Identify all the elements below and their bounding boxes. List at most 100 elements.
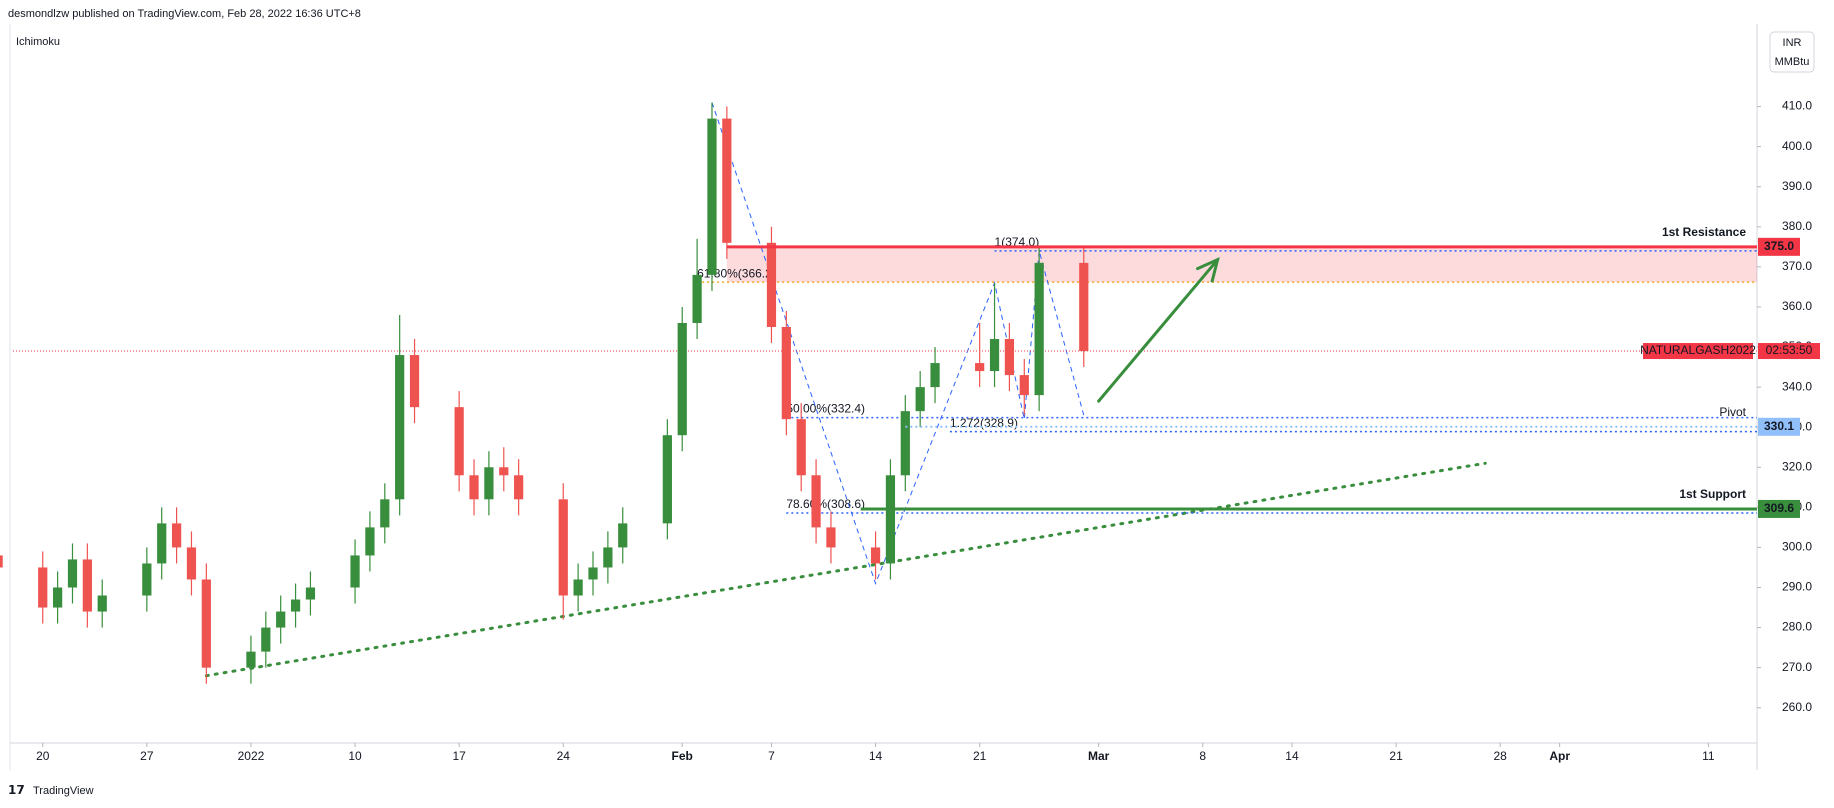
candle-body [171, 523, 182, 548]
level-name: 1st Resistance [1662, 225, 1746, 239]
candle-body [97, 595, 107, 612]
x-tick-label: 21 [1389, 749, 1403, 763]
last-price-name: NATURALGASH2022 [1640, 343, 1756, 357]
y-tick-label: 300.0 [1782, 540, 1812, 554]
candle-body [454, 407, 464, 476]
x-tick-label: 7 [768, 749, 775, 763]
byline: desmondlzw published on TradingView.com,… [8, 8, 361, 20]
candle-body [142, 563, 152, 596]
level-tag [1758, 417, 1800, 436]
x-tick-label: 8 [1199, 749, 1206, 763]
y-tick-label: 340.0 [1782, 379, 1812, 393]
arrow-head [1196, 257, 1220, 283]
candle-body [930, 363, 940, 388]
level-tag [1758, 499, 1800, 518]
y-tick-label: 370.0 [1782, 259, 1812, 273]
x-tick-label: Apr [1549, 749, 1570, 763]
x-tick-label: Mar [1088, 749, 1110, 763]
x-tick-label: 28 [1493, 749, 1507, 763]
candle-body [305, 587, 316, 600]
y-tick-label: 260.0 [1782, 700, 1812, 714]
candle-body [870, 547, 881, 564]
unit: MMBtu [1775, 56, 1810, 68]
candle-body [603, 547, 613, 568]
candle-body [1019, 375, 1029, 396]
projection-arrow [1097, 258, 1220, 403]
candle-body [261, 627, 271, 652]
trendline [204, 461, 1487, 678]
candle-body [67, 559, 78, 588]
fib-label: 61.80%(366.2) [697, 266, 776, 280]
candle-body [722, 118, 732, 243]
candle-body [1004, 339, 1015, 376]
x-tick-label: 17 [452, 749, 466, 763]
candle-body [499, 467, 509, 476]
level-value: 330.1 [1764, 419, 1794, 433]
last-price-name-tag [1643, 343, 1753, 360]
x-tick-label: 20 [36, 749, 50, 763]
y-tick-label: 390.0 [1782, 179, 1812, 193]
candle-body [276, 611, 286, 628]
resistance-zone [726, 246, 1757, 283]
candle-body [186, 547, 197, 580]
candle-body [692, 274, 702, 323]
candle-body [989, 339, 1000, 372]
candle-body [618, 523, 628, 548]
candle-body [781, 326, 791, 420]
candle-body [395, 355, 405, 500]
candle-body [811, 475, 821, 528]
candle-body [796, 419, 806, 476]
level-tag [1758, 237, 1800, 256]
candle-body [82, 559, 92, 612]
x-tick-label: 21 [973, 749, 987, 763]
level-value: 375.0 [1764, 239, 1794, 253]
logo-mark: 𝟭𝟳 [8, 783, 25, 797]
y-tick-label: 410.0 [1782, 99, 1812, 113]
countdown-tag [1758, 343, 1820, 360]
countdown: 02:53:50 [1766, 343, 1813, 357]
x-tick-label: 14 [869, 749, 883, 763]
fib-label: 50.00%(332.4) [786, 402, 865, 416]
candle-body [826, 527, 836, 548]
candle-body [558, 499, 568, 596]
candle-body [246, 651, 256, 668]
x-tick-label: 24 [557, 749, 571, 763]
candle-body [38, 567, 48, 608]
candle-body [975, 363, 985, 372]
y-tick-label: 320.0 [1782, 459, 1812, 473]
level-value: 309.6 [1764, 501, 1794, 515]
candle-body [514, 475, 524, 500]
candle-body [365, 527, 375, 556]
candle-body [707, 118, 717, 275]
candle-body [201, 579, 211, 668]
candle-body [588, 567, 598, 580]
candle-body [484, 467, 494, 500]
candle-body [350, 555, 360, 588]
x-tick-label: 2022 [238, 749, 265, 763]
candle-body [157, 523, 167, 564]
y-tick-label: 290.0 [1782, 580, 1812, 594]
candle-body [915, 387, 925, 412]
currency: INR [1783, 37, 1802, 49]
y-tick-label: 280.0 [1782, 620, 1812, 634]
indicator-name: Ichimoku [16, 36, 60, 48]
candle-body [573, 579, 583, 596]
candle-body [0, 555, 3, 568]
candle-body [1079, 262, 1089, 352]
level-name: 1st Support [1679, 487, 1746, 501]
y-tick-label: 270.0 [1782, 660, 1812, 674]
candle-body [409, 355, 420, 408]
level-name: Pivot [1719, 405, 1746, 419]
candle-body [885, 475, 896, 564]
currency-box[interactable] [1769, 31, 1815, 73]
candle-body [677, 322, 687, 436]
x-tick-label: 10 [348, 749, 362, 763]
candle-body [766, 242, 777, 327]
fib-label: 1.272(328.9) [950, 416, 1018, 430]
candle-body [662, 435, 672, 524]
candle-body [380, 499, 390, 528]
candle-body [53, 587, 63, 608]
candle-body [900, 411, 910, 476]
candle-body [469, 475, 479, 500]
